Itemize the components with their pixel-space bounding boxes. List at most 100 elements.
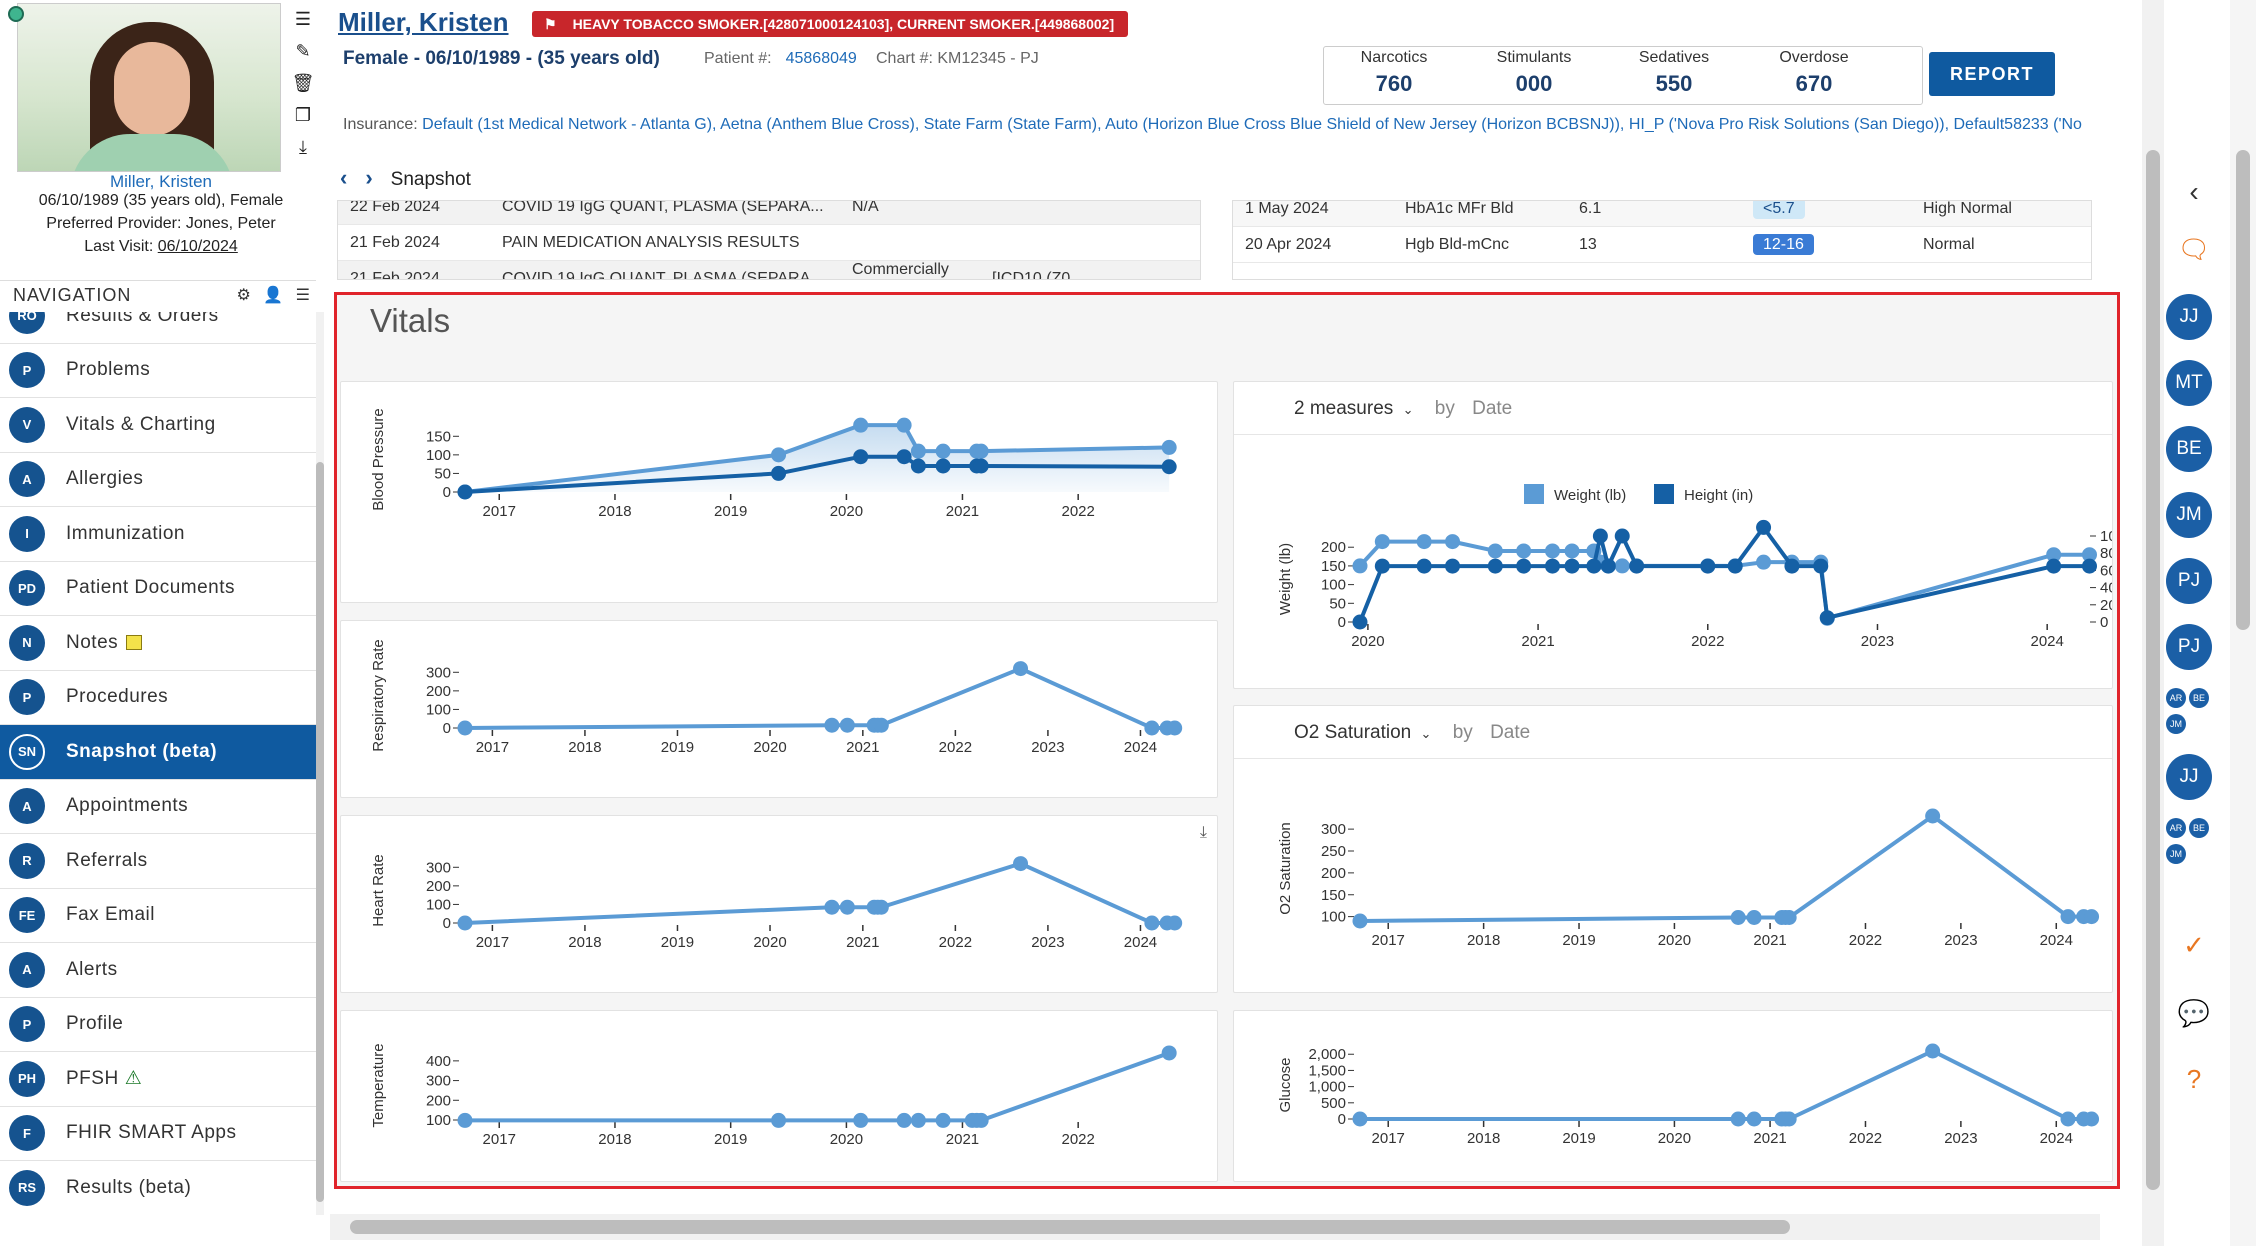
list-icon[interactable]: ☰ bbox=[294, 9, 312, 29]
blood-pressure-chart-card: Blood Pressure 0 50 100 150 2017 2018 2019 2020 2… bbox=[340, 381, 1218, 603]
nav-item-referrals[interactable]: R Referrals bbox=[0, 834, 316, 889]
x-tick-label: 2018 bbox=[598, 1131, 631, 1148]
edit-icon[interactable]: ✎ bbox=[295, 41, 311, 61]
nav-item-snapshot[interactable]: SN Snapshot (beta) bbox=[0, 725, 316, 780]
legend-label: Weight (lb) bbox=[1554, 487, 1626, 504]
user-icon[interactable]: 👤 bbox=[263, 287, 284, 304]
x-tick-label: 2017 bbox=[1372, 1130, 1405, 1147]
sidebar-provider: Preferred Provider: Jones, Peter bbox=[46, 215, 276, 232]
x-tick-label: 2024 bbox=[2030, 633, 2063, 650]
avatar-small[interactable]: AR bbox=[2166, 818, 2186, 838]
y-tick-label: 300 bbox=[1321, 821, 1346, 838]
nav-item-problems[interactable]: P Problems bbox=[0, 344, 316, 398]
data-point bbox=[1516, 543, 1532, 559]
avatar[interactable]: JM bbox=[2166, 492, 2212, 538]
date-field[interactable]: Date bbox=[1472, 398, 1513, 419]
avatar-small[interactable]: JM bbox=[2166, 844, 2186, 864]
data-point bbox=[457, 1112, 473, 1128]
trash-icon[interactable]: 🗑 bbox=[291, 73, 315, 93]
sidebar-patient-name[interactable]: Miller, Kristen bbox=[109, 172, 213, 191]
o2-selector[interactable]: O2 Saturation ⌄ by Date bbox=[1294, 722, 1530, 744]
avatar[interactable]: JJ bbox=[2166, 754, 2212, 800]
report-button[interactable]: REPORT bbox=[1929, 52, 2055, 96]
nav-item-vitals-charting[interactable]: V Vitals & Charting bbox=[0, 398, 316, 453]
chat-icon[interactable]: 🗨 bbox=[2177, 234, 2211, 264]
navigation-scrollbar[interactable] bbox=[316, 312, 324, 1215]
chevron-down-icon: ⌄ bbox=[1402, 402, 1414, 417]
nav-item-notes[interactable]: N Notes bbox=[0, 616, 316, 671]
data-point bbox=[1600, 558, 1616, 574]
data-point bbox=[2081, 558, 2097, 574]
y2-tick-label: 80 bbox=[2100, 545, 2112, 562]
nav-item-allergies[interactable]: A Allergies bbox=[0, 453, 316, 507]
nav-badge: A bbox=[9, 788, 45, 825]
copy-icon[interactable]: ❐ bbox=[294, 105, 312, 125]
avatar-small[interactable]: BE bbox=[2189, 818, 2209, 838]
nav-item-fax-email[interactable]: FE Fax Email bbox=[0, 889, 316, 943]
nav-badge: V bbox=[9, 406, 45, 443]
measures-select[interactable]: 2 measures bbox=[1294, 398, 1394, 419]
data-point bbox=[1727, 558, 1743, 574]
y-axis-label: Temperature bbox=[370, 1043, 387, 1127]
avatar[interactable]: PJ bbox=[2166, 558, 2212, 604]
o2-select[interactable]: O2 Saturation bbox=[1294, 722, 1412, 743]
by-label: by bbox=[1452, 722, 1473, 743]
menu-list-icon[interactable]: ☰ bbox=[295, 287, 310, 304]
data-point bbox=[2046, 558, 2062, 574]
horizontal-scrollbar[interactable] bbox=[330, 1214, 2100, 1240]
nav-item-profile[interactable]: P Profile bbox=[0, 998, 316, 1052]
weight-height-chart-card: 2 measures ⌄ by Date Weight (lb) 0 50 100 15… bbox=[1233, 381, 2113, 689]
message-icon[interactable]: 💬 bbox=[2177, 998, 2211, 1028]
table-row[interactable]: 20 Apr 2024 Hgb Bld-mCnc 13 12-16 Normal bbox=[1233, 227, 2091, 263]
download-icon[interactable]: ⤓ bbox=[299, 137, 307, 157]
content-scrollbar[interactable] bbox=[2142, 0, 2164, 1246]
collapse-chevron-icon[interactable]: ‹ bbox=[2189, 176, 2199, 207]
last-visit-link[interactable]: 06/10/2024 bbox=[157, 238, 238, 255]
nav-item-appointments[interactable]: A Appointments bbox=[0, 780, 316, 834]
nav-item-results-orders[interactable]: RO Results & Orders bbox=[0, 312, 316, 344]
avatar[interactable]: BE bbox=[2166, 426, 2212, 472]
nav-item-alerts[interactable]: A Alerts bbox=[0, 943, 316, 998]
avatar[interactable]: JJ bbox=[2166, 294, 2212, 340]
table-row[interactable]: 22 Feb 2024 COVID 19 IgG QUANT, PLASMA (S… bbox=[338, 201, 1200, 225]
x-tick-label: 2020 bbox=[830, 1131, 863, 1148]
insurance-list[interactable]: Default (1st Medical Network - Atlanta G… bbox=[422, 116, 2082, 133]
nav-item-patient-documents[interactable]: PD Patient Documents bbox=[0, 562, 316, 616]
y-tick-label: 150 bbox=[1321, 887, 1346, 904]
table-row[interactable]: 21 Feb 2024 PAIN MEDICATION ANALYSIS RESU… bbox=[338, 225, 1200, 261]
data-point bbox=[2084, 1111, 2100, 1127]
checkmark-icon[interactable]: ✓ bbox=[2183, 930, 2205, 960]
data-point bbox=[935, 458, 951, 474]
y-tick-label: 50 bbox=[1329, 595, 1346, 612]
nav-item-procedures[interactable]: P Procedures bbox=[0, 671, 316, 725]
nav-item-immunization[interactable]: I Immunization bbox=[0, 507, 316, 562]
chevron-down-icon: ⌄ bbox=[1420, 726, 1432, 741]
avatar[interactable]: MT bbox=[2166, 360, 2212, 406]
settings-gear-icon[interactable]: ⚙ bbox=[236, 287, 251, 304]
measures-selector[interactable]: 2 measures ⌄ by Date bbox=[1294, 398, 1512, 420]
x-tick-label: 2018 bbox=[568, 739, 601, 756]
avatar-small[interactable]: JM bbox=[2166, 714, 2186, 734]
avatar-small[interactable]: AR bbox=[2166, 688, 2186, 708]
table-row[interactable]: 1 May 2024 HbA1c MFr Bld 6.1 <5.7 High Norma… bbox=[1233, 201, 2091, 227]
smoker-alert-badge[interactable]: ⚑ HEAVY TOBACCO SMOKER.[428071000124103]… bbox=[532, 11, 1129, 37]
x-tick-label: 2023 bbox=[1944, 932, 1977, 949]
date-field[interactable]: Date bbox=[1490, 722, 1531, 743]
avatar-small[interactable]: BE bbox=[2189, 688, 2209, 708]
help-icon[interactable]: ? bbox=[2186, 1064, 2202, 1094]
nav-badge: R bbox=[9, 842, 45, 879]
forward-chevron-icon[interactable]: › bbox=[365, 165, 373, 190]
nav-item-fhir-smart-apps[interactable]: F FHIR SMART Apps bbox=[0, 1107, 316, 1161]
data-point bbox=[1352, 614, 1368, 630]
nav-item-results-beta[interactable]: RS Results (beta) bbox=[0, 1161, 316, 1215]
y-tick-label: 200 bbox=[1321, 539, 1346, 556]
x-tick-label: 2021 bbox=[1521, 633, 1554, 650]
download-chart-icon[interactable]: ⤓ bbox=[1199, 824, 1207, 841]
avatar[interactable]: PJ bbox=[2166, 624, 2212, 670]
back-chevron-icon[interactable]: ‹ bbox=[340, 165, 348, 190]
table-row[interactable]: 21 Feb 2024 COVID 19 IgG QUANT, PLASMA (S… bbox=[338, 261, 1200, 279]
nav-item-pfsh[interactable]: PH PFSH ⚠ bbox=[0, 1052, 316, 1107]
patient-name-link[interactable]: Miller, Kristen bbox=[338, 7, 509, 37]
page-scrollbar[interactable] bbox=[2230, 0, 2256, 1246]
